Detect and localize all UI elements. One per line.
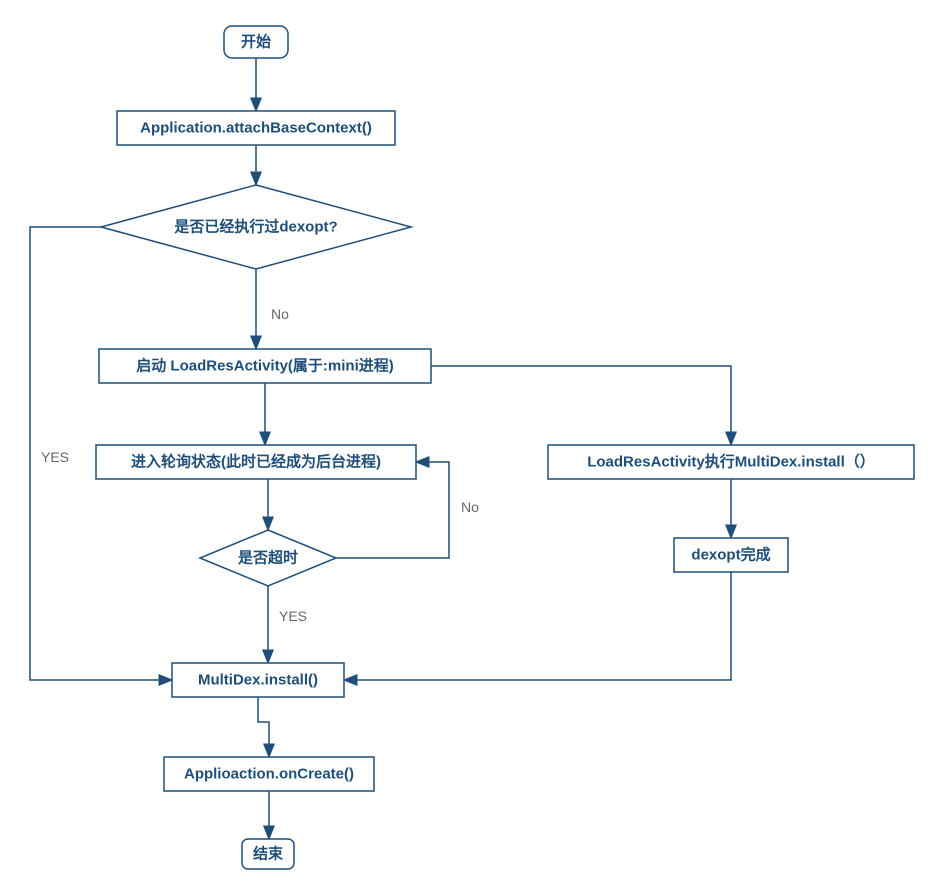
edge-multidex-onCreate	[258, 697, 269, 757]
edge-dexoptDone-multidex	[344, 572, 731, 680]
node-end: 结束	[242, 839, 294, 869]
edge-label-dexoptQ-multidex: YES	[41, 449, 69, 465]
node-poll-label: 进入轮询状态(此时已经成为后台进程)	[131, 453, 381, 471]
node-dexoptQ: 是否已经执行过dexopt?	[101, 185, 411, 269]
edge-label-dexoptQ-launchLRA: No	[271, 306, 289, 322]
flowchart-canvas: No YES YES No 开始 Application.attachBaseContex…	[0, 0, 951, 889]
node-lraInstall-label: LoadResActivity执行MultiDex.install（）	[587, 453, 875, 471]
node-timeoutQ: 是否超时	[200, 530, 336, 586]
node-dexoptDone-label: dexopt完成	[691, 546, 770, 564]
node-end-label: 结束	[253, 845, 284, 863]
node-multidex: MultiDex.install()	[172, 663, 344, 697]
node-launchLRA-label: 启动 LoadResActivity(属于:mini进程)	[136, 357, 394, 375]
node-onCreate: Applioaction.onCreate()	[164, 757, 374, 791]
node-start-label: 开始	[241, 33, 271, 51]
node-poll: 进入轮询状态(此时已经成为后台进程)	[96, 445, 416, 479]
node-attach: Application.attachBaseContext()	[117, 111, 395, 145]
node-attach-label: Application.attachBaseContext()	[140, 120, 372, 137]
node-start: 开始	[224, 26, 288, 58]
node-dexoptDone: dexopt完成	[674, 538, 788, 572]
edge-launchLRA-lraInstall	[431, 366, 731, 445]
node-multidex-label: MultiDex.install()	[198, 672, 318, 689]
node-dexoptQ-label: 是否已经执行过dexopt?	[173, 218, 337, 236]
edge-label-timeoutQ-multidex: YES	[279, 608, 307, 624]
node-launchLRA: 启动 LoadResActivity(属于:mini进程)	[99, 349, 431, 383]
node-onCreate-label: Applioaction.onCreate()	[184, 766, 354, 783]
node-lraInstall: LoadResActivity执行MultiDex.install（）	[548, 445, 914, 479]
node-timeoutQ-label: 是否超时	[237, 549, 298, 567]
edge-label-timeoutQ-poll: No	[461, 499, 479, 515]
